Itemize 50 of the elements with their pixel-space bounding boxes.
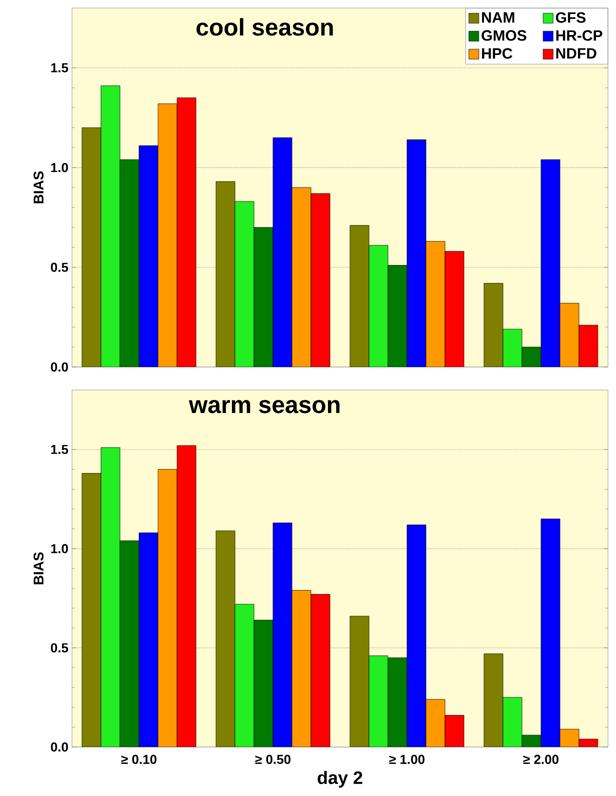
bar [82, 127, 102, 367]
y-tick-label: 1.0 [51, 544, 68, 554]
y-tick-label: 1.0 [51, 162, 68, 172]
y-axis-title: BIAS [34, 171, 44, 204]
bar [522, 346, 542, 367]
x-axis-title: day 2 [318, 770, 362, 788]
legend-label: NDFD [556, 48, 596, 59]
bar [426, 241, 446, 367]
legend-label: HR-CP [556, 30, 602, 41]
bar [216, 181, 236, 367]
bar [406, 139, 426, 367]
legend-label: GFS [556, 12, 586, 23]
y-tick-label: 0.0 [50, 362, 68, 372]
bar [484, 283, 504, 367]
chart-title: warm season [188, 400, 340, 414]
legend-label: NAM [482, 12, 514, 23]
bar [426, 699, 446, 747]
x-tick-label: ≥ 2.00 [523, 754, 558, 764]
bar [120, 540, 140, 747]
y-axis-title: BIAS [34, 552, 44, 584]
y-tick-label: 0.0 [50, 742, 68, 752]
y-tick-label: 0.5 [50, 643, 68, 652]
bar [272, 137, 292, 367]
bar [292, 187, 312, 367]
bar [120, 159, 140, 367]
bar [158, 104, 178, 367]
bar [560, 302, 580, 367]
x-tick-label: ≥ 0.10 [121, 754, 156, 764]
bar [138, 145, 158, 367]
bar [272, 522, 292, 747]
legend-label: GMOS [482, 30, 526, 41]
bar [388, 265, 408, 367]
bar [388, 658, 408, 747]
legend-label: HPC [482, 48, 512, 59]
bar [540, 518, 560, 747]
bar [560, 728, 580, 747]
bar [406, 524, 426, 747]
bar [158, 469, 178, 747]
bar [254, 620, 274, 747]
y-tick-label: 1.5 [51, 63, 68, 72]
bar [540, 159, 560, 367]
x-tick-label: ≥ 1.00 [389, 754, 424, 764]
bar [254, 227, 274, 367]
bar [292, 590, 312, 747]
y-tick-label: 1.5 [51, 444, 68, 454]
chart-title: cool season [196, 18, 333, 36]
x-tick-label: ≥ 0.50 [255, 754, 290, 764]
bar [138, 532, 158, 747]
y-tick-label: 0.5 [50, 262, 68, 272]
bar [350, 225, 370, 367]
